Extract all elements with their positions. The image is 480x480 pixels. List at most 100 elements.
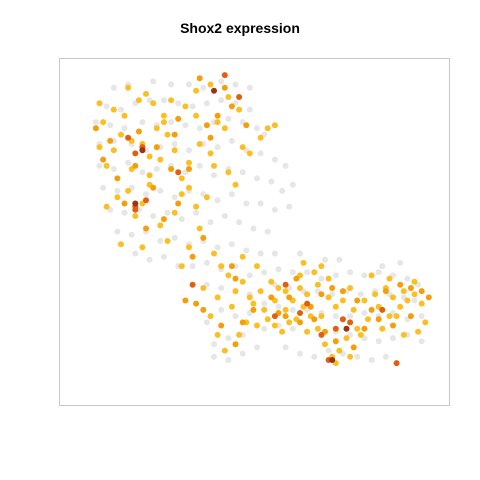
cell-point-low	[146, 153, 153, 160]
cell-point-background-cells	[182, 122, 189, 129]
cell-point-background-cells	[318, 275, 325, 282]
cell-point-background-cells	[178, 216, 185, 223]
cell-point-low	[232, 288, 239, 295]
cell-point-high	[282, 281, 289, 288]
cell-point-very-high	[132, 200, 139, 207]
cell-point-mid	[418, 288, 425, 295]
cell-point-low	[207, 150, 214, 157]
cell-point-background-cells	[168, 119, 175, 126]
cell-point-background-cells	[153, 166, 160, 172]
cell-point-mid	[150, 184, 157, 191]
cell-point-mid	[121, 200, 128, 207]
cell-point-low	[221, 125, 228, 132]
cell-point-low	[325, 294, 332, 301]
cell-point-low	[157, 222, 164, 229]
cell-point-background-cells	[418, 338, 425, 345]
cell-point-low	[236, 331, 243, 338]
cell-point-background-cells	[271, 250, 278, 257]
cell-point-background-cells	[236, 219, 243, 226]
cell-point-low	[418, 300, 425, 307]
cell-point-mid	[339, 288, 346, 295]
cell-point-low	[178, 263, 185, 270]
cell-point-high	[318, 331, 325, 338]
cell-point-low	[171, 147, 178, 154]
cell-point-mid	[407, 285, 414, 291]
cell-point-background-cells	[357, 291, 364, 298]
cell-point-background-cells	[361, 272, 368, 279]
cell-point-low	[135, 97, 142, 104]
cell-point-mid	[203, 122, 210, 129]
cell-point-mid	[160, 216, 167, 223]
cell-point-mid	[221, 84, 228, 91]
cell-point-background-cells	[254, 175, 260, 182]
cell-point-low	[397, 303, 404, 310]
cell-point-background-cells	[139, 169, 146, 176]
cell-point-mid	[354, 297, 361, 304]
cell-point-low	[160, 112, 167, 119]
cell-point-background-cells	[289, 181, 296, 188]
cell-point-mid	[318, 291, 325, 298]
cell-point-mid	[175, 200, 182, 207]
cell-point-low	[125, 187, 132, 194]
cell-point-low	[254, 263, 260, 270]
cell-point-low	[343, 335, 350, 342]
cell-point-background-cells	[203, 319, 210, 326]
cell-point-low	[325, 275, 332, 282]
cell-point-background-cells	[150, 213, 157, 219]
cell-point-background-cells	[203, 100, 210, 107]
cell-point-low	[200, 285, 207, 291]
cell-point-low	[110, 147, 117, 154]
cell-point-background-cells	[232, 81, 239, 88]
cell-point-low	[390, 294, 396, 301]
cell-point-low	[275, 285, 282, 291]
cell-point-mid	[390, 322, 396, 329]
cell-point-low	[110, 106, 117, 113]
cell-point-background-cells	[189, 103, 196, 110]
cell-point-mid	[218, 322, 225, 329]
cell-point-background-cells	[150, 78, 157, 85]
cell-point-low	[225, 169, 232, 176]
cell-point-background-cells	[404, 275, 411, 282]
cell-point-low	[157, 156, 164, 163]
cell-point-low	[225, 94, 232, 100]
cell-point-mid	[200, 306, 207, 313]
cell-point-mid	[92, 125, 99, 132]
cell-point-low	[393, 313, 400, 320]
cell-point-background-cells	[289, 325, 296, 332]
cell-point-background-cells	[282, 162, 289, 169]
cell-point-low	[300, 259, 307, 266]
cell-point-background-cells	[110, 84, 117, 91]
cell-point-background-cells	[332, 313, 339, 320]
cell-point-low	[196, 141, 203, 147]
cell-point-background-cells	[214, 144, 221, 151]
cell-point-background-cells	[254, 125, 260, 132]
cell-point-low	[203, 194, 210, 201]
cell-point-low	[246, 294, 253, 301]
cell-point-mid	[268, 294, 275, 301]
cell-point-low	[279, 328, 286, 335]
cell-point-background-cells	[228, 191, 235, 198]
cell-point-low	[96, 100, 103, 107]
cell-point-background-cells	[286, 203, 293, 210]
cell-point-low	[271, 122, 278, 129]
cell-point-low	[103, 162, 110, 169]
cell-point-background-cells	[261, 300, 268, 307]
cell-point-background-cells	[171, 234, 178, 241]
cell-point-low	[282, 288, 289, 295]
cell-point-low	[332, 303, 339, 310]
cell-point-low	[271, 322, 278, 329]
cell-point-mid	[397, 281, 404, 288]
cell-point-background-cells	[322, 256, 328, 263]
cell-point-background-cells	[189, 263, 196, 270]
cell-point-low	[254, 322, 260, 329]
cell-point-background-cells	[268, 178, 275, 185]
cell-point-low	[347, 353, 354, 360]
cell-point-low	[322, 341, 328, 348]
cell-point-background-cells	[411, 297, 418, 304]
cell-point-background-cells	[211, 172, 217, 179]
cell-point-background-cells	[218, 78, 225, 85]
cell-point-mid	[425, 294, 432, 301]
cell-point-background-cells	[239, 169, 246, 176]
cell-point-mid	[189, 253, 196, 260]
cell-point-low	[164, 238, 171, 244]
